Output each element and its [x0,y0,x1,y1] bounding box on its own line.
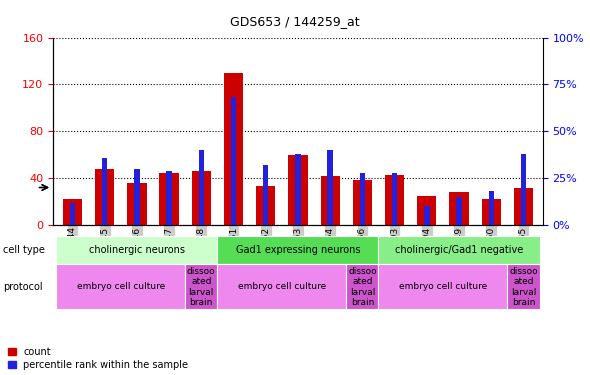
Bar [320,176,340,225]
Bar [379,236,540,264]
Bar [102,158,107,225]
Legend: count, percentile rank within the sample: count, percentile rank within the sample [8,347,188,370]
Bar [417,196,437,225]
Bar [185,264,217,309]
Bar [392,172,397,225]
Bar [456,197,462,225]
Bar [217,264,346,309]
Text: dissoo
ated
larval
brain: dissoo ated larval brain [187,267,215,307]
Bar [263,165,268,225]
Bar [521,154,526,225]
Bar [514,188,533,225]
Bar [231,98,236,225]
Bar [346,264,379,309]
Bar [70,202,75,225]
Bar [63,199,82,225]
Bar [489,191,494,225]
Bar [360,172,365,225]
Text: protocol: protocol [3,282,42,292]
Bar [166,171,172,225]
Bar [256,186,276,225]
Text: embryo cell culture: embryo cell culture [238,282,326,291]
Bar [192,171,211,225]
Bar [385,175,404,225]
Text: Gad1 expressing neurons: Gad1 expressing neurons [235,245,360,255]
Text: embryo cell culture: embryo cell culture [77,282,165,291]
Bar [56,264,185,309]
Bar [289,154,307,225]
Bar [353,180,372,225]
Text: cholinergic/Gad1 negative: cholinergic/Gad1 negative [395,245,523,255]
Bar [379,264,507,309]
Bar [56,236,217,264]
Bar [159,173,179,225]
Bar [199,150,204,225]
Bar [224,73,243,225]
Text: dissoo
ated
larval
brain: dissoo ated larval brain [348,267,376,307]
Bar [450,192,468,225]
Bar [134,169,140,225]
Bar [295,154,301,225]
Text: cholinergic neurons: cholinergic neurons [89,245,185,255]
Text: GDS653 / 144259_at: GDS653 / 144259_at [230,15,360,28]
Text: embryo cell culture: embryo cell culture [399,282,487,291]
Bar [127,183,146,225]
Bar [424,206,430,225]
Bar [95,169,114,225]
Bar [481,199,501,225]
Bar [327,150,333,225]
Bar [507,264,540,309]
Text: dissoo
ated
larval
brain: dissoo ated larval brain [509,267,537,307]
Bar [217,236,379,264]
Text: cell type: cell type [3,245,45,255]
